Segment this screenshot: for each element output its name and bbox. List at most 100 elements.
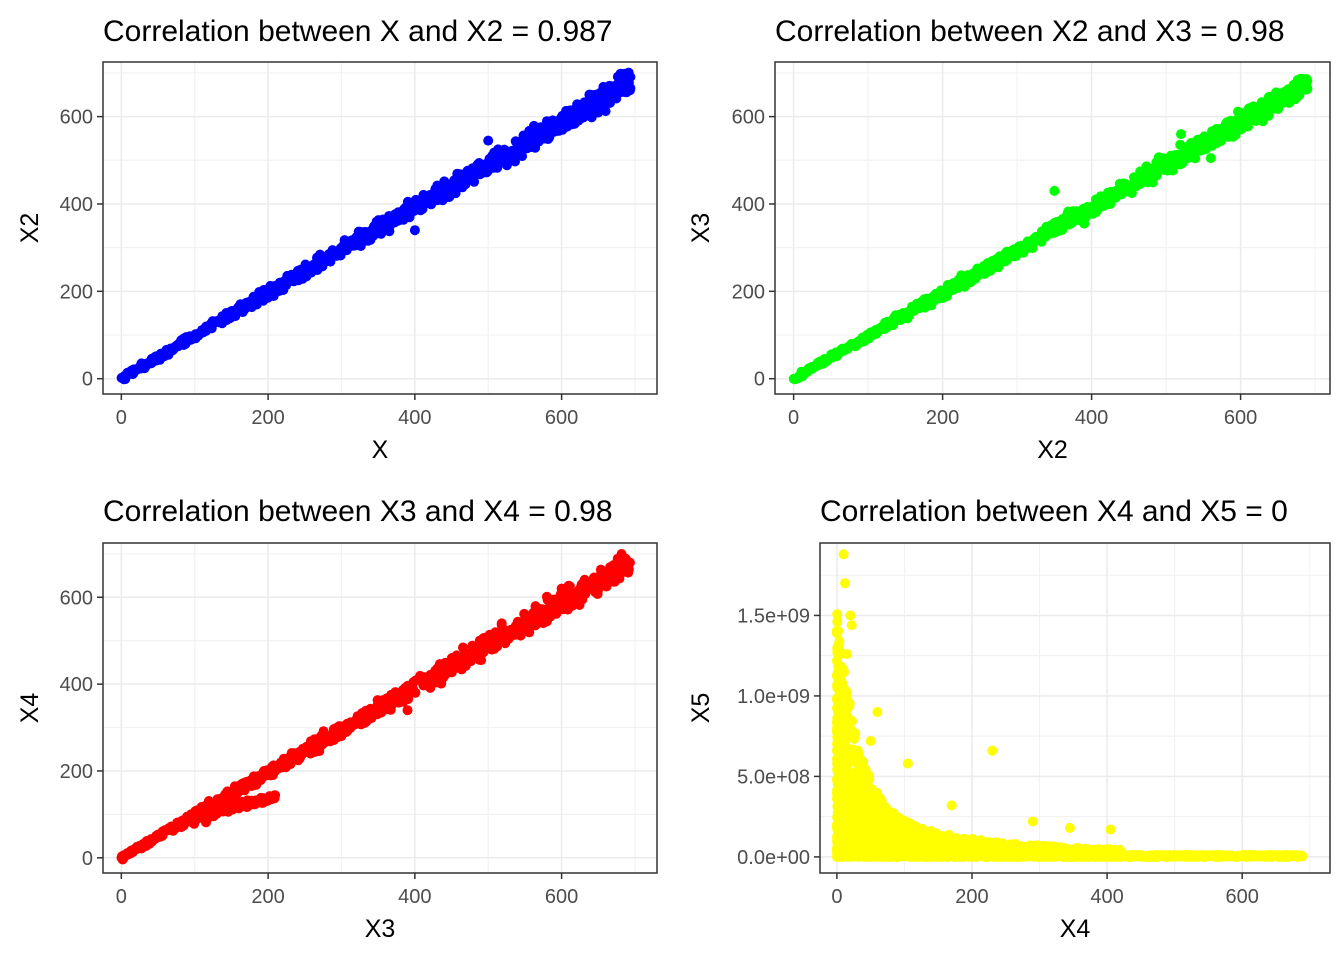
data-point xyxy=(1233,106,1243,117)
data-point xyxy=(1145,169,1156,180)
data-point xyxy=(1205,153,1216,164)
data-point xyxy=(865,801,876,811)
data-point xyxy=(835,828,846,839)
data-point xyxy=(361,716,372,727)
data-point xyxy=(483,159,494,170)
data-point xyxy=(335,730,345,741)
data-point xyxy=(469,176,480,187)
data-point xyxy=(290,751,301,762)
data-point xyxy=(870,791,881,802)
data-point xyxy=(907,837,918,848)
data-point xyxy=(490,627,501,638)
data-point xyxy=(1118,182,1129,193)
data-point xyxy=(409,225,420,236)
data-point xyxy=(817,357,828,368)
x-tick-label: 0 xyxy=(116,886,127,908)
data-point xyxy=(846,831,857,842)
data-point xyxy=(622,78,633,89)
data-point xyxy=(904,308,915,319)
data-point xyxy=(562,604,573,615)
data-point xyxy=(841,760,852,771)
data-point xyxy=(574,600,585,610)
data-point xyxy=(1218,131,1229,142)
data-point xyxy=(832,843,843,854)
data-point xyxy=(476,655,487,666)
chart-title: Correlation between X2 and X3 = 0.98 xyxy=(775,15,1285,48)
data-point xyxy=(116,852,127,863)
y-tick-label: 600 xyxy=(60,587,93,609)
data-point xyxy=(1155,161,1166,172)
data-point xyxy=(858,756,868,767)
y-tick-label: 200 xyxy=(60,281,93,303)
data-point xyxy=(402,688,413,698)
data-point xyxy=(315,260,325,271)
data-point xyxy=(474,159,485,170)
data-point xyxy=(839,729,850,740)
data-point xyxy=(1282,86,1293,97)
x-tick-label: 600 xyxy=(545,407,578,429)
data-point xyxy=(203,808,214,819)
data-point xyxy=(880,841,891,852)
data-point xyxy=(806,362,817,373)
x-axis-label: X3 xyxy=(365,915,396,943)
data-point xyxy=(314,736,325,747)
data-point xyxy=(330,247,341,258)
data-point xyxy=(506,149,517,160)
data-point xyxy=(1098,201,1109,212)
data-point xyxy=(263,290,274,300)
data-point xyxy=(556,583,567,594)
data-point xyxy=(541,591,552,602)
data-point xyxy=(482,641,493,652)
data-point xyxy=(465,649,476,660)
data-point xyxy=(832,616,843,627)
data-point xyxy=(864,774,875,785)
data-point xyxy=(911,302,922,313)
data-point xyxy=(852,788,863,799)
data-point xyxy=(880,829,890,840)
data-point xyxy=(1194,134,1205,145)
data-point xyxy=(499,144,510,155)
data-point xyxy=(957,836,968,847)
x-tick-label: 0 xyxy=(788,407,799,429)
data-point xyxy=(1176,129,1186,140)
point-cloud xyxy=(788,73,1313,385)
data-point xyxy=(439,176,450,187)
data-point xyxy=(393,697,404,708)
data-point xyxy=(1072,213,1083,224)
data-point xyxy=(544,116,554,127)
data-point xyxy=(543,607,554,618)
data-point xyxy=(943,829,954,840)
data-point xyxy=(897,818,908,828)
data-point xyxy=(832,609,843,620)
data-point xyxy=(867,327,878,338)
data-point xyxy=(357,232,368,243)
data-point xyxy=(930,833,941,843)
data-point xyxy=(149,353,160,364)
data-point xyxy=(372,705,383,716)
y-tick-label: 200 xyxy=(732,281,765,303)
data-point xyxy=(174,818,185,829)
data-point xyxy=(425,669,436,680)
data-point xyxy=(529,120,539,131)
data-point xyxy=(230,792,241,802)
data-point xyxy=(1107,190,1118,201)
data-point xyxy=(832,790,843,801)
data-point xyxy=(368,230,379,241)
data-point xyxy=(851,820,862,831)
chart-panel-4: 0 200 400 6000.0e+005.0e+081.0e+091.5e+09X4… xyxy=(687,495,1331,943)
data-point xyxy=(600,82,610,93)
data-point xyxy=(842,343,853,354)
x-axis-label: X2 xyxy=(1037,436,1068,464)
data-point xyxy=(323,255,333,266)
data-point xyxy=(859,817,870,828)
data-point xyxy=(833,663,844,674)
data-point xyxy=(1057,218,1067,229)
x-tick-label: 0 xyxy=(116,407,127,429)
data-point xyxy=(895,309,906,320)
data-point xyxy=(839,738,850,749)
y-tick-label: 600 xyxy=(60,107,93,129)
data-point xyxy=(205,320,216,331)
data-point xyxy=(448,664,459,675)
